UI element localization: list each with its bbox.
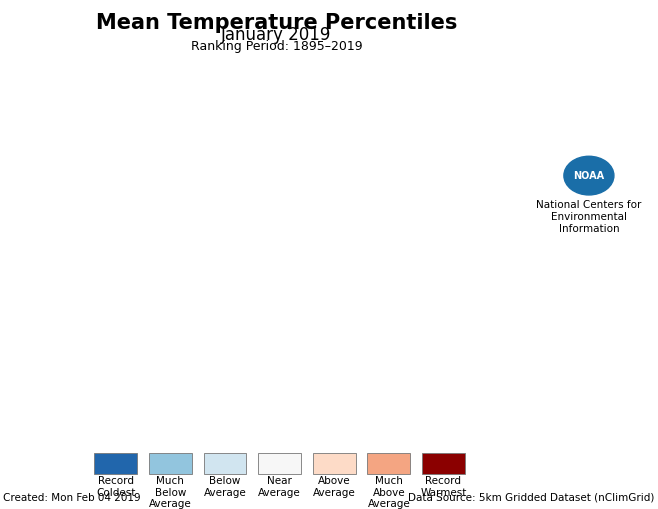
- Text: Much
Below
Average: Much Below Average: [149, 476, 191, 509]
- Text: Record
Warmest: Record Warmest: [420, 476, 467, 497]
- Text: Created: Mon Feb 04 2019: Created: Mon Feb 04 2019: [3, 493, 141, 503]
- Text: Mean Temperature Percentiles: Mean Temperature Percentiles: [95, 13, 457, 33]
- Text: Above
Average: Above Average: [313, 476, 355, 497]
- Text: National Centers for
Environmental
Information: National Centers for Environmental Infor…: [536, 200, 642, 234]
- Text: Ranking Period: 1895–2019: Ranking Period: 1895–2019: [191, 40, 362, 53]
- Text: Record
Coldest: Record Coldest: [96, 476, 136, 497]
- Text: Much
Above
Average: Much Above Average: [368, 476, 410, 509]
- Text: January 2019: January 2019: [221, 26, 332, 44]
- Text: Near
Average: Near Average: [259, 476, 301, 497]
- Text: Data Source: 5km Gridded Dataset (nClimGrid): Data Source: 5km Gridded Dataset (nClimG…: [409, 493, 655, 503]
- Text: NOAA: NOAA: [573, 171, 605, 181]
- Text: Below
Average: Below Average: [204, 476, 246, 497]
